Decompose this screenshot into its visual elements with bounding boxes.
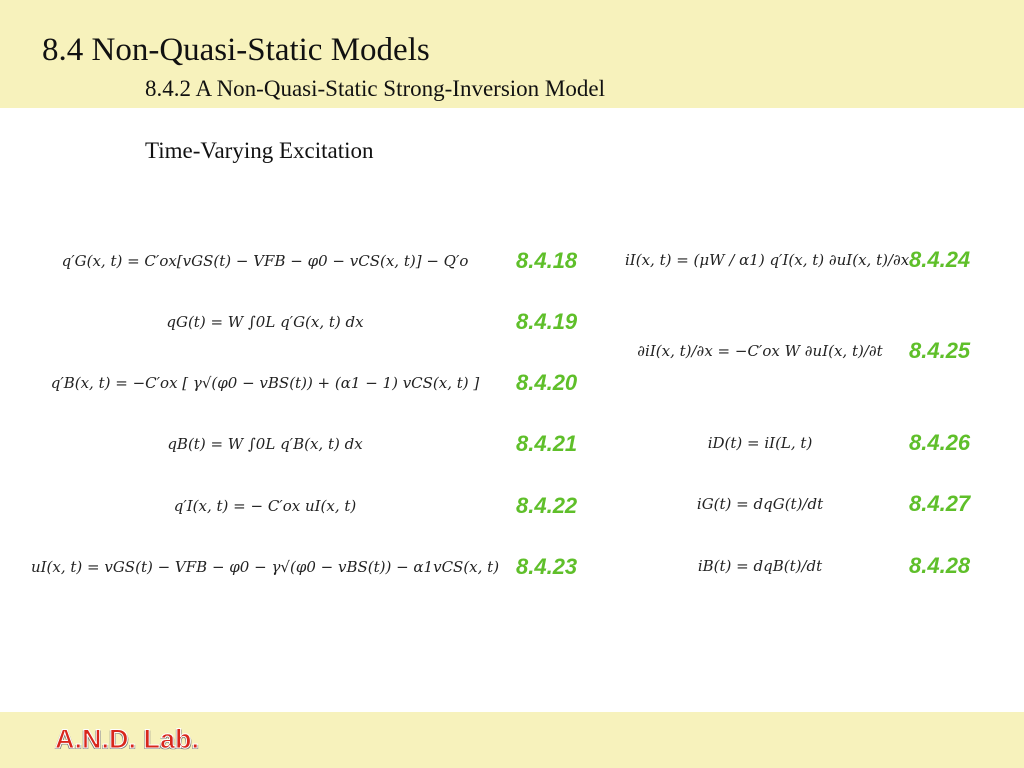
- equation: uI(x, t) = vGS(t) − VFB − φ0 − γ√(φ0 − v…: [30, 558, 500, 576]
- equation: q′I(x, t) = − C′ox uI(x, t): [173, 497, 357, 515]
- logo: A.N.D. Lab.: [54, 724, 200, 755]
- equation-number: 8.4.27: [909, 491, 971, 516]
- equation-number: 8.4.28: [909, 553, 971, 578]
- equation-number: 8.4.20: [516, 370, 578, 395]
- equation-number: 8.4.19: [516, 309, 578, 334]
- header-band: [0, 0, 1024, 108]
- title: 8.4 Non-Quasi-Static Models: [42, 32, 430, 68]
- subtitle: 8.4.2 A Non-Quasi-Static Strong-Inversio…: [145, 76, 605, 101]
- section-heading: Time-Varying Excitation: [145, 138, 374, 163]
- equation: ∂iI(x, t)/∂x = −C′ox W ∂uI(x, t)/∂t: [637, 342, 883, 360]
- equation-number: 8.4.24: [909, 247, 971, 272]
- footer-band: [0, 712, 1024, 768]
- equation: qB(t) = W ∫0L q′B(x, t) dx: [167, 435, 363, 453]
- equation-number: 8.4.25: [909, 338, 971, 363]
- equation: q′B(x, t) = −C′ox [ γ√(φ0 − vBS(t)) + (α…: [50, 374, 480, 392]
- equation: iB(t) = dqB(t)/dt: [697, 557, 823, 575]
- equation-number: 8.4.26: [909, 430, 971, 455]
- equation-number: 8.4.23: [516, 554, 578, 579]
- equation: q′G(x, t) = C′ox[vGS(t) − VFB − φ0 − vCS…: [61, 252, 469, 270]
- equation-number: 8.4.22: [516, 493, 578, 518]
- equation: iG(t) = dqG(t)/dt: [696, 495, 824, 513]
- equation: iD(t) = iI(L, t): [707, 434, 813, 452]
- equation: iI(x, t) = (μW / α1) q′I(x, t) ∂uI(x, t)…: [625, 251, 910, 269]
- equation-number: 8.4.21: [516, 431, 578, 456]
- equation: qG(t) = W ∫0L q′G(x, t) dx: [166, 313, 364, 331]
- equation-number: 8.4.18: [516, 248, 578, 273]
